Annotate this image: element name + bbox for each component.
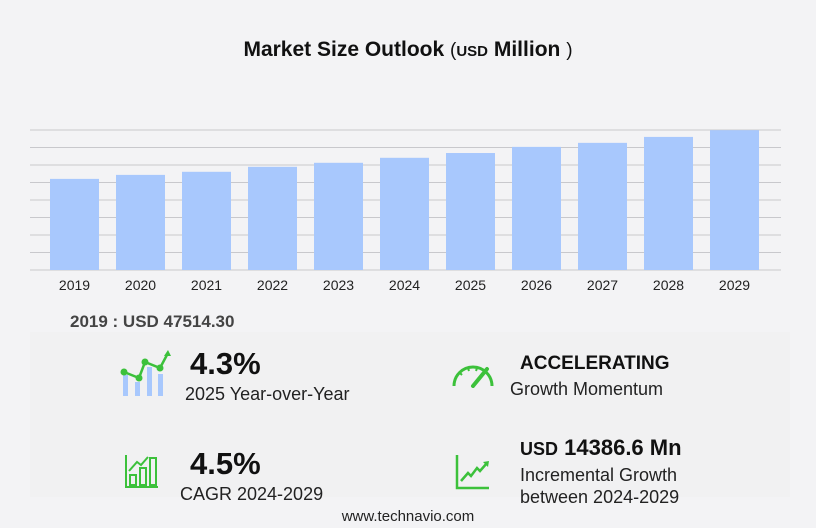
- cagr-label: CAGR 2024-2029: [180, 484, 324, 504]
- momentum-value: ACCELERATING: [520, 353, 670, 374]
- bar-2019: [50, 178, 99, 270]
- bar-2021: [182, 171, 231, 270]
- title-unit-label: Million: [493, 38, 561, 61]
- yoy-value: 4.3%: [190, 346, 261, 381]
- bar-2023: [314, 162, 363, 270]
- bar-2025: [446, 153, 495, 270]
- x-tick-label: 2028: [653, 277, 684, 293]
- bar-2026: [512, 146, 561, 270]
- x-tick-label: 2029: [719, 277, 750, 293]
- x-tick-label: 2021: [191, 277, 222, 293]
- x-tick-label: 2025: [455, 277, 486, 293]
- bar-2022: [248, 166, 297, 270]
- title-paren-open: (: [450, 40, 457, 61]
- title-main: Market Size Outlook: [243, 38, 445, 61]
- incremental-label-1: Incremental Growth: [520, 465, 678, 485]
- bar-chart: 2019 2020 2021 2022 2023 2024 2025 2026 2027 2028…: [30, 129, 781, 293]
- x-tick-label: 2019: [59, 277, 90, 293]
- x-tick-label: 2023: [323, 277, 354, 293]
- bar-2028: [644, 136, 693, 270]
- yoy-label: 2025 Year-over-Year: [185, 384, 350, 404]
- x-tick-label: 2026: [521, 277, 552, 293]
- bar-trend-icon: [120, 350, 171, 396]
- x-tick-label: 2022: [257, 277, 288, 293]
- bar-2024: [380, 157, 429, 270]
- bar-2029: [710, 130, 759, 270]
- bar-2027: [578, 142, 627, 270]
- speedometer-icon: [452, 365, 494, 388]
- x-tick-label: 2027: [587, 277, 618, 293]
- incremental-label-2: between 2024-2029: [520, 487, 680, 507]
- bar-2020: [116, 174, 165, 270]
- incremental-value: USD 14386.6 Mn: [520, 435, 682, 461]
- cagr-value: 4.5%: [190, 446, 261, 481]
- growth-bars-icon: [125, 455, 158, 488]
- momentum-label: Growth Momentum: [510, 379, 664, 399]
- line-chart-icon: [455, 455, 489, 490]
- incremental-prefix: USD: [520, 439, 559, 459]
- title-paren-close: ): [566, 40, 573, 61]
- title-unit: USD: [456, 43, 489, 60]
- incremental-amount: 14386.6 Mn: [564, 435, 682, 460]
- x-tick-label: 2024: [389, 277, 420, 293]
- x-tick-label: 2020: [125, 277, 156, 293]
- base-year-value: 2019 : USD 47514.30: [70, 312, 235, 331]
- chart-title: Market Size Outlook (USD Million ): [0, 38, 816, 62]
- footer-url[interactable]: www.technavio.com: [341, 508, 475, 525]
